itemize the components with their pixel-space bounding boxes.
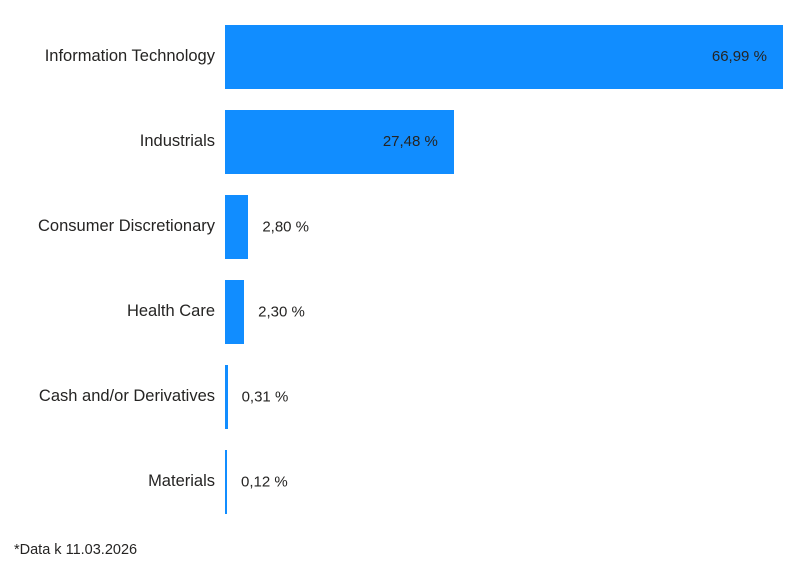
category-label: Health Care — [126, 301, 215, 320]
value-label: 27,48 % — [382, 133, 438, 150]
value-label: 0,31 % — [241, 388, 289, 405]
bar-track: 66,99 % — [225, 24, 810, 89]
bar-row: Consumer Discretionary 2,80 % — [0, 184, 810, 269]
category-label: Cash and/or Derivatives — [38, 386, 215, 405]
value-label: 2,30 % — [258, 303, 305, 320]
bar-row: Health Care 2,30 % — [0, 269, 810, 354]
bar[interactable] — [225, 449, 227, 514]
bar[interactable] — [225, 279, 245, 344]
bar-track: 2,80 % — [225, 194, 810, 259]
bar-row: Materials 0,12 % — [0, 439, 810, 524]
value-label: 0,12 % — [241, 473, 288, 490]
bar-row: Cash and/or Derivatives 0,31 % — [0, 354, 810, 439]
category-label: Materials — [148, 471, 215, 490]
value-label: 66,99 % — [711, 48, 767, 65]
value-label: 2,80 % — [262, 218, 310, 235]
bar-row: Information Technology 66,99 % — [0, 14, 810, 99]
bar-track: 27,48 % — [225, 109, 810, 174]
category-label: Industrials — [139, 131, 215, 150]
bar[interactable]: 66,99 % — [225, 24, 783, 89]
bar[interactable] — [225, 194, 249, 259]
bar-track: 0,12 % — [225, 449, 810, 514]
category-label: Consumer Discretionary — [38, 216, 215, 235]
bar-row: Industrials 27,48 % — [0, 99, 810, 184]
plot-area: Information Technology 66,99 % Industrials… — [0, 14, 810, 524]
bar[interactable] — [225, 364, 228, 429]
bar-track: 0,31 % — [225, 364, 810, 429]
category-label: Information Technology — [44, 46, 215, 65]
bar[interactable]: 27,48 % — [225, 109, 454, 174]
footer-note: *Data k 11.03.2026 — [14, 542, 138, 558]
bar-track: 2,30 % — [225, 279, 810, 344]
